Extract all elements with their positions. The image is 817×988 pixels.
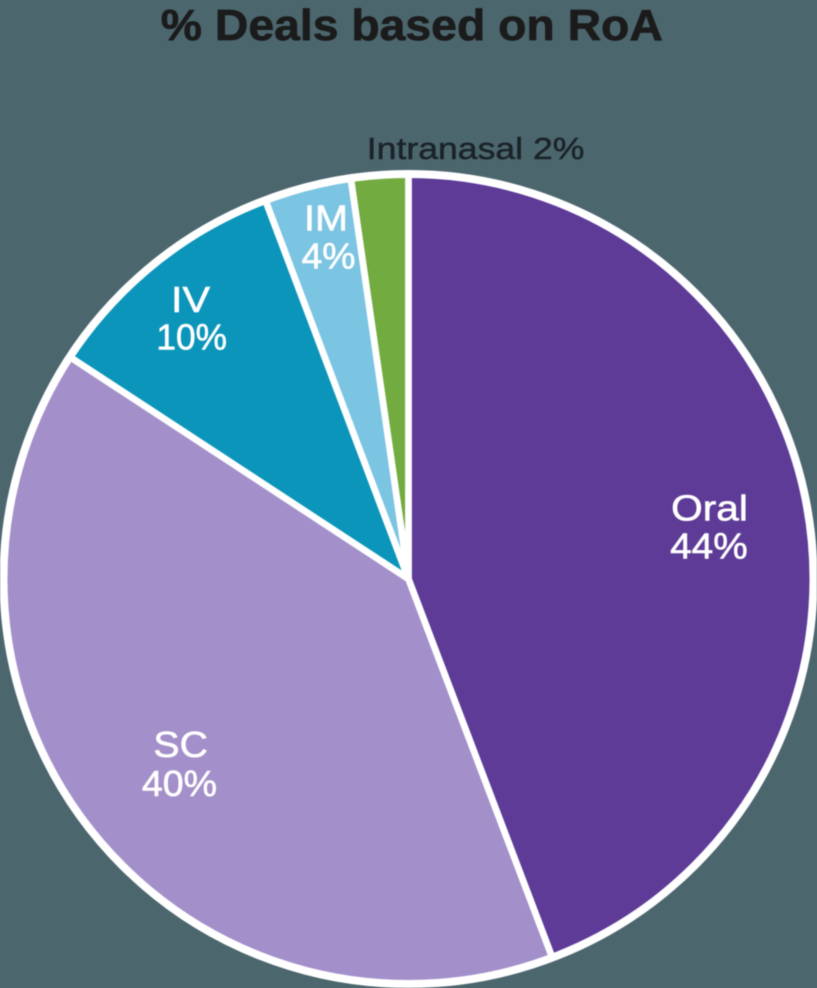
svg-text:44%: 44%: [670, 525, 748, 566]
svg-text:SC: SC: [153, 724, 208, 765]
svg-text:IM: IM: [304, 197, 348, 238]
svg-text:40%: 40%: [142, 763, 217, 804]
svg-text:10%: 10%: [156, 316, 227, 357]
svg-text:4%: 4%: [302, 235, 356, 276]
svg-text:Intranasal 2%: Intranasal 2%: [367, 131, 585, 166]
svg-text:Oral: Oral: [671, 488, 748, 529]
svg-text:IV: IV: [171, 279, 210, 320]
svg-text:% Deals based on RoA: % Deals based on RoA: [161, 1, 663, 50]
